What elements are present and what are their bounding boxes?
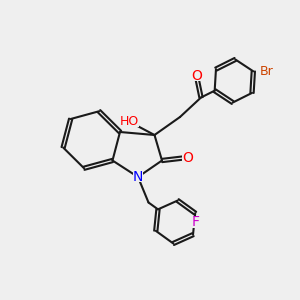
Text: O: O bbox=[182, 151, 193, 164]
FancyBboxPatch shape bbox=[133, 172, 143, 182]
FancyBboxPatch shape bbox=[190, 217, 201, 228]
FancyBboxPatch shape bbox=[182, 152, 194, 163]
FancyBboxPatch shape bbox=[258, 66, 275, 76]
Text: Br: Br bbox=[260, 65, 274, 78]
Text: HO: HO bbox=[119, 115, 139, 128]
FancyBboxPatch shape bbox=[119, 116, 139, 127]
Text: O: O bbox=[191, 69, 202, 83]
FancyBboxPatch shape bbox=[191, 71, 202, 81]
Text: F: F bbox=[191, 215, 199, 229]
Text: N: N bbox=[133, 170, 143, 184]
